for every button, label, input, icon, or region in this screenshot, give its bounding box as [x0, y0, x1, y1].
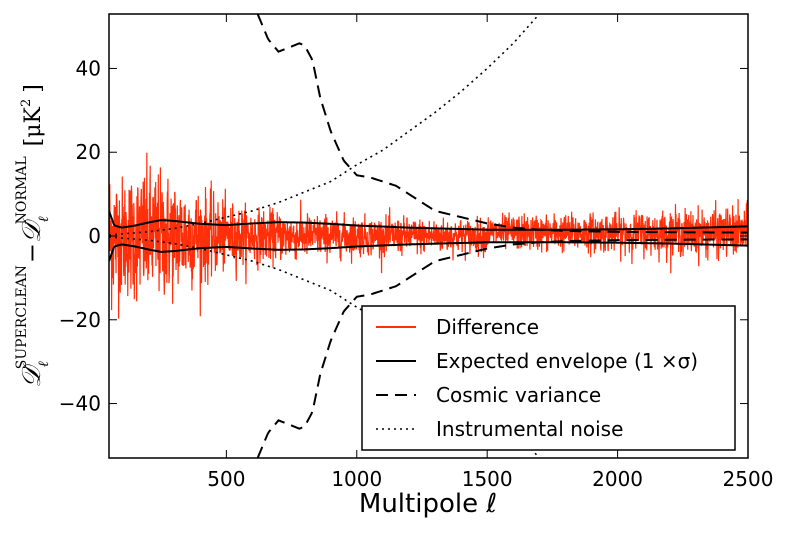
- series-instrumental-noise-upper: [109, 14, 540, 236]
- x-tick-label: 500: [207, 467, 245, 491]
- legend-label-difference: Difference: [436, 315, 539, 339]
- x-tick-label: 2500: [723, 467, 774, 491]
- y-tick-label: 40: [76, 56, 101, 80]
- x-tick-label: 2000: [592, 467, 643, 491]
- y-label-sub2: ℓ: [36, 216, 52, 222]
- series-cosmic-variance-lower: [256, 238, 748, 458]
- y-label-unit-sup: 2: [19, 99, 34, 107]
- y-label-unit-close: ]: [21, 84, 46, 93]
- y-tick-label: 0: [88, 224, 101, 248]
- y-label-sup: SUPERCLEAN: [14, 265, 30, 369]
- tick-layer: 500 1000 1500 2000 2500 −40 −20 0 20 40: [59, 14, 774, 491]
- legend-label-cosmic-variance: Cosmic variance: [436, 383, 601, 407]
- x-tick-label: 1500: [462, 467, 513, 491]
- series-layer: [109, 14, 748, 458]
- y-label-unit-open: [μK: [21, 106, 46, 146]
- legend-label-instrumental-noise: Instrumental noise: [436, 417, 623, 441]
- legend: Difference Expected envelope (1 ×σ) Cosm…: [361, 305, 736, 451]
- series-envelope-upper: [109, 210, 748, 231]
- y-label-sub: ℓ: [36, 361, 52, 367]
- series-cosmic-variance-upper: [256, 14, 748, 234]
- legend-label-envelope: Expected envelope (1 ×σ): [436, 349, 698, 373]
- y-axis-label: 𝒟ℓSUPERCLEAN−𝒟ℓNORMAL[μK2]: [14, 84, 52, 388]
- y-label-minus: −: [18, 243, 46, 263]
- y-label-sup2: NORMAL: [14, 156, 30, 224]
- x-axis-label: Multipole ℓ: [359, 489, 497, 519]
- series-envelope-lower: [109, 241, 748, 262]
- y-tick-label: −40: [59, 392, 101, 416]
- y-tick-label: 20: [76, 140, 101, 164]
- svg-text:𝒟ℓSUPERCLEAN−𝒟ℓNORMAL[μK2]: 𝒟ℓSUPERCLEAN−𝒟ℓNORMAL[μK2]: [14, 84, 52, 388]
- y-tick-label: −20: [59, 308, 101, 332]
- x-tick-label: 1000: [331, 467, 382, 491]
- legend-box: [361, 305, 736, 451]
